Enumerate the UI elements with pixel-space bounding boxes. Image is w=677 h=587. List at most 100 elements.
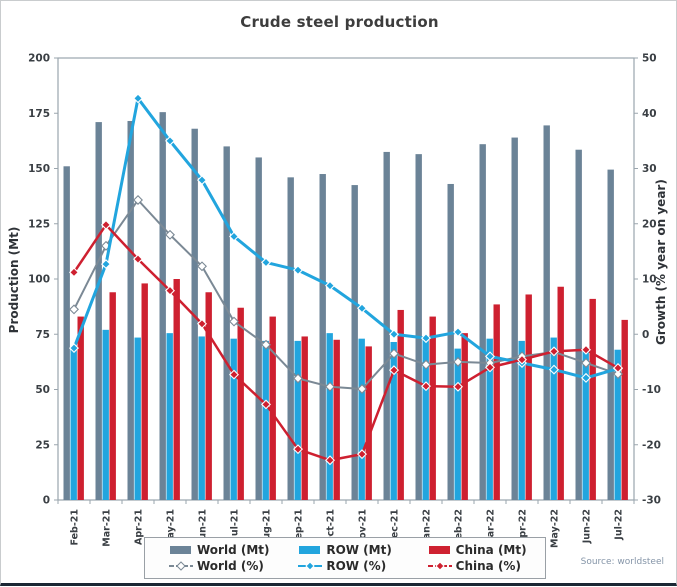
right-axis-tick-label: 20 (642, 218, 657, 230)
x-axis-label: Apr-21 (134, 509, 145, 545)
left-axis-tick-label: 200 (28, 53, 50, 65)
china-pct-marker (389, 365, 399, 376)
legend-row-pct-label: ROW (%) (326, 559, 387, 574)
world-pct-marker (613, 369, 623, 380)
china-pct-marker (69, 267, 79, 278)
china-mt-bar (557, 286, 564, 500)
x-axis-label: May-21 (166, 509, 177, 548)
china-pct-marker (101, 219, 111, 230)
x-axis-label: Jun-21 (198, 509, 209, 544)
world-mt-bar (95, 122, 102, 500)
x-axis-label: Jun-22 (582, 509, 593, 544)
legend-item-china-mt: China (Mt) (410, 543, 539, 557)
legend-row-pct-glyph (298, 561, 323, 572)
row-pct-marker (197, 175, 207, 186)
legend-row-bars: World (Mt) ROW (Mt) China (Mt) (151, 543, 539, 557)
world-mt-bar (191, 128, 198, 500)
row-pct-marker (69, 343, 79, 354)
x-axis-label: Oct-21 (326, 509, 337, 544)
world-pct-marker (389, 348, 399, 359)
world-pct-marker (421, 359, 431, 370)
world-pct-marker (325, 381, 335, 392)
left-axis-tick-label: 125 (28, 218, 50, 230)
world-mt-bar (287, 177, 294, 500)
chart-title: Crude steel production (240, 13, 439, 31)
world-pct-marker (581, 358, 591, 368)
row-mt-bar (326, 333, 333, 500)
x-axis-label: Jul-21 (230, 509, 241, 541)
world-mt-bar (383, 151, 390, 501)
legend-world-pct-label: World (%) (197, 559, 264, 574)
left-axis-tick-label: 150 (28, 163, 50, 175)
world-pct-marker (197, 261, 207, 272)
china-mt-bar (525, 294, 532, 500)
china-mt-bar (397, 309, 404, 500)
china-pct-marker (293, 444, 303, 455)
x-axis-label: Feb-22 (454, 509, 465, 546)
world-pct-marker (293, 373, 303, 384)
row-mt-bar (486, 338, 493, 500)
legend-row-mt-label: ROW (Mt) (326, 542, 392, 557)
world-pct-marker (357, 383, 367, 394)
china-mt-bar (429, 316, 436, 500)
row-pct-marker (357, 303, 367, 314)
right-axis-tick-label: 10 (642, 274, 657, 286)
legend-china-pct-label: China (%) (455, 559, 521, 574)
x-axis-label: Sep-21 (294, 509, 305, 546)
row-mt-bar (230, 338, 237, 500)
china-mt-bar (493, 304, 500, 500)
row-mt-bar (294, 340, 301, 500)
right-axis-tick-label: -30 (642, 495, 661, 507)
row-mt-bar (166, 333, 173, 500)
right-axis-tick-label: 0 (642, 329, 649, 341)
row-mt-bar (198, 336, 205, 500)
row-mt-bar (454, 348, 461, 500)
x-axis-label: Apr-22 (518, 509, 529, 545)
row-mt-bar (134, 337, 141, 500)
row-pct-marker (261, 257, 271, 268)
world-pct-marker (229, 316, 239, 327)
china-pct-marker (261, 399, 271, 410)
world-pct-marker (133, 195, 143, 205)
row-mt-bar (422, 337, 429, 500)
legend-row-lines: World (%) ROW (%) China (%) (151, 559, 539, 573)
legend-item-row-pct: ROW (%) (280, 559, 409, 573)
row-pct-marker (453, 327, 463, 338)
legend-item-china-pct: China (%) (410, 559, 539, 573)
row-mt-bar (102, 329, 109, 500)
legend-item-world-mt: World (Mt) (151, 543, 280, 557)
world-mt-bar (223, 146, 230, 500)
row-pct-line (72, 96, 619, 380)
world-mt-bar (319, 174, 326, 500)
row-pct-marker (229, 231, 239, 242)
legend-row-mt-glyph (299, 545, 321, 554)
world-mt-bar (63, 166, 70, 501)
row-mt-bar (550, 337, 557, 500)
china-pct-marker (165, 285, 175, 296)
china-mt-bar (205, 292, 212, 500)
legend-china-pct-glyph (427, 561, 452, 572)
china-pct-marker (517, 354, 527, 365)
row-pct-marker (581, 372, 591, 383)
row-mt-bar (70, 349, 77, 500)
china-mt-bar (109, 292, 116, 500)
row-mt-bar (518, 340, 525, 500)
china-mt-bar (141, 283, 148, 500)
x-axis-label: Jul-22 (614, 509, 625, 541)
china-pct-marker (197, 318, 207, 329)
legend-item-row-mt: ROW (Mt) (280, 543, 409, 557)
world-pct-line (73, 198, 619, 390)
world-pct-marker (165, 229, 175, 240)
right-axis-tick-label: 40 (642, 108, 657, 120)
world-mt-bar (351, 185, 358, 500)
row-mt-bar (262, 340, 269, 500)
source-note: Source: worldsteel (580, 557, 664, 567)
row-pct-marker (133, 93, 143, 104)
china-pct-marker (581, 344, 591, 355)
x-axis-label: Mar-22 (486, 509, 497, 547)
china-pct-marker (229, 369, 239, 380)
world-mt-bar (255, 157, 262, 500)
world-mt-bar (159, 112, 166, 501)
china-pct-marker (421, 381, 431, 392)
row-mt-bar (614, 349, 621, 500)
